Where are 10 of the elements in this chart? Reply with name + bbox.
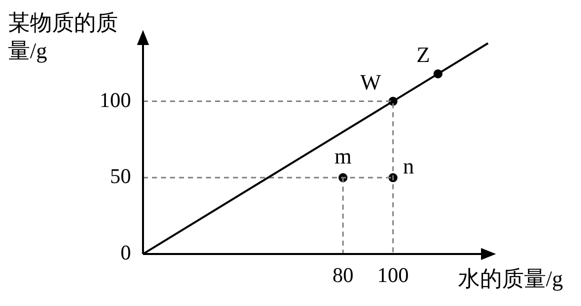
y-tick-label: 50 [110,164,131,188]
x-axis-title: 水的质量/g [458,266,563,291]
y-tick-label: 0 [120,240,131,265]
x-tick-label: 80 [332,263,354,288]
annotation: Z [416,42,430,67]
y-tick-label: 100 [100,88,131,112]
annotation: m [334,144,352,169]
y-axis-title: 某物质的质量/g [8,10,118,63]
annotation: W [360,69,382,94]
annotation: n [403,154,414,179]
